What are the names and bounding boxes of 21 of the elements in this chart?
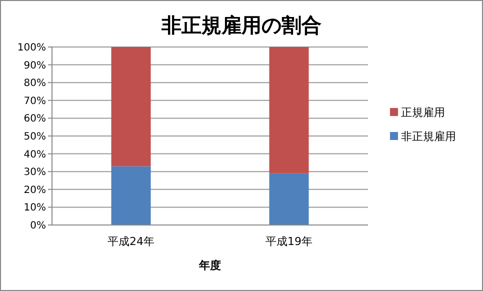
y-tick-label: 80% — [24, 78, 46, 90]
x-tick-label: 平成24年 — [108, 235, 154, 248]
bar — [111, 166, 151, 225]
y-tick-label: 20% — [24, 184, 46, 196]
bar — [111, 47, 151, 166]
y-tick-label: 30% — [24, 167, 46, 178]
legend-label: 非正規雇用 — [401, 130, 456, 143]
y-tick-label: 40% — [24, 149, 46, 160]
x-tick-label: 平成19年 — [266, 235, 312, 248]
y-tick-label: 0% — [30, 220, 46, 232]
y-tick-label: 60% — [24, 114, 46, 125]
y-tick-label: 100% — [17, 42, 46, 54]
legend-label: 正規雇用 — [401, 106, 445, 119]
y-tick-label: 90% — [24, 60, 46, 72]
bar — [269, 47, 309, 174]
y-tick-label: 50% — [24, 132, 46, 142]
bar — [269, 173, 309, 225]
y-tick-label: 10% — [24, 202, 46, 214]
y-tick-label: 70% — [24, 96, 46, 107]
chart-title: 非正規雇用の割合 — [160, 13, 322, 37]
x-axis-title: 年度 — [198, 259, 221, 272]
